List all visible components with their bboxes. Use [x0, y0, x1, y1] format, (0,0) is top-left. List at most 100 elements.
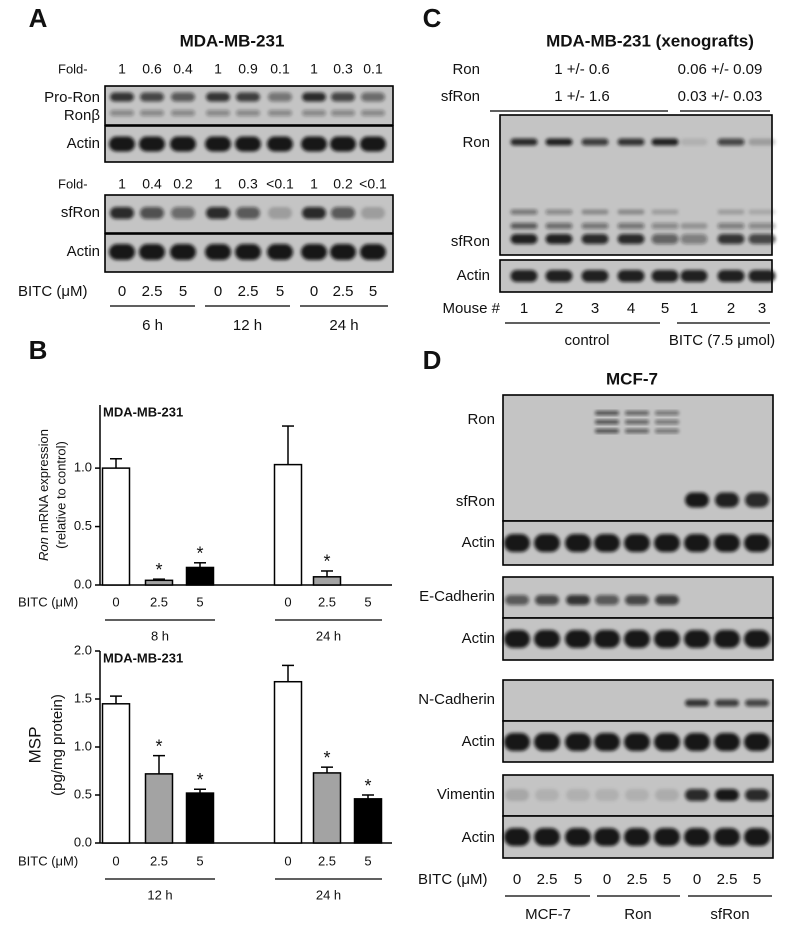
band — [236, 92, 260, 102]
fold-value: 0.1 — [270, 61, 290, 77]
band — [625, 420, 649, 424]
band — [714, 630, 740, 648]
band — [504, 630, 530, 648]
band — [565, 733, 591, 751]
y-axis-label: (relative to control) — [53, 441, 68, 549]
band — [302, 110, 326, 116]
y-tick-label: 0.0 — [74, 576, 92, 591]
band — [139, 136, 165, 152]
band — [617, 234, 645, 244]
band — [744, 828, 770, 846]
band — [684, 630, 710, 648]
band — [680, 223, 708, 229]
dose: 5 — [753, 871, 761, 888]
y-tick-label: 0.0 — [74, 834, 92, 849]
quant-label: sfRon — [441, 88, 480, 105]
band — [206, 92, 230, 102]
band — [655, 789, 679, 801]
blot — [104, 85, 394, 126]
band — [744, 534, 770, 552]
dose: 5 — [574, 871, 582, 888]
band — [624, 733, 650, 751]
quant-value: 1 +/- 1.6 — [554, 88, 609, 105]
band — [331, 92, 355, 102]
band — [236, 207, 260, 219]
band — [301, 136, 327, 152]
x-tick-label: 5 — [364, 853, 371, 868]
x-tick-label: 5 — [364, 594, 371, 609]
blot-label: N-Cadherin — [418, 691, 495, 708]
band — [534, 630, 560, 648]
band — [651, 138, 679, 146]
band — [651, 223, 679, 229]
group-label: 24 h — [316, 887, 341, 902]
bar — [185, 792, 215, 844]
panel-letter: A — [29, 3, 48, 33]
band — [714, 534, 740, 552]
dose-label: BITC (μM) — [18, 283, 87, 300]
fold-value: 0.3 — [333, 61, 353, 77]
band — [361, 92, 385, 102]
group-label: BITC (7.5 μmol) — [669, 332, 775, 349]
band — [748, 234, 776, 244]
band — [140, 110, 164, 116]
band — [714, 733, 740, 751]
fold-value: <0.1 — [266, 176, 294, 192]
fold-value: 0.4 — [173, 61, 193, 77]
band — [748, 138, 776, 146]
band — [655, 429, 679, 433]
mouse-number: 3 — [591, 300, 599, 317]
x-tick-label: 0 — [112, 853, 119, 868]
band — [680, 234, 708, 244]
dose: 0 — [214, 283, 222, 300]
band — [581, 209, 609, 215]
dose: 0 — [310, 283, 318, 300]
blot-label: sfRon — [61, 204, 100, 221]
time-label: 12 h — [233, 317, 262, 334]
band — [140, 92, 164, 102]
chart-title: MDA-MB-231 — [103, 650, 183, 665]
band — [617, 270, 645, 282]
y-axis-label-part: Ron — [36, 537, 51, 561]
band — [595, 595, 619, 605]
panel-title: MDA-MB-231 (xenografts) — [546, 31, 754, 50]
fold-label: Fold- — [58, 61, 88, 76]
band — [510, 270, 538, 282]
blot-label: sfRon — [451, 233, 490, 250]
band — [581, 234, 609, 244]
band — [206, 207, 230, 219]
mouse-number: 4 — [627, 300, 635, 317]
band — [535, 595, 559, 605]
x-tick-label: 0 — [284, 594, 291, 609]
mouse-number: 2 — [727, 300, 735, 317]
band — [302, 207, 326, 219]
band — [139, 244, 165, 260]
panel-letter: D — [423, 345, 442, 375]
band — [360, 136, 386, 152]
significance: * — [196, 770, 203, 790]
panel-letter: B — [29, 335, 48, 365]
x-axis-label: BITC (μM) — [18, 594, 78, 609]
fold-value: 1 — [214, 176, 222, 192]
group-label: MCF-7 — [525, 906, 571, 923]
band — [566, 789, 590, 801]
band — [684, 828, 710, 846]
dose: 5 — [276, 283, 284, 300]
band — [545, 234, 573, 244]
quant-value: 0.06 +/- 0.09 — [678, 61, 763, 78]
dose: 0 — [603, 871, 611, 888]
panel-title: MDA-MB-231 — [180, 31, 285, 50]
band — [624, 534, 650, 552]
band — [654, 828, 680, 846]
band — [545, 270, 573, 282]
band — [651, 270, 679, 282]
blot — [499, 114, 773, 256]
band — [504, 733, 530, 751]
band — [171, 207, 195, 219]
band — [510, 223, 538, 229]
y-axis-label: (pg/mg protein) — [49, 694, 66, 796]
band — [330, 136, 356, 152]
bar — [312, 576, 342, 586]
group-label: control — [564, 332, 609, 349]
fold-value: 1 — [118, 61, 126, 77]
